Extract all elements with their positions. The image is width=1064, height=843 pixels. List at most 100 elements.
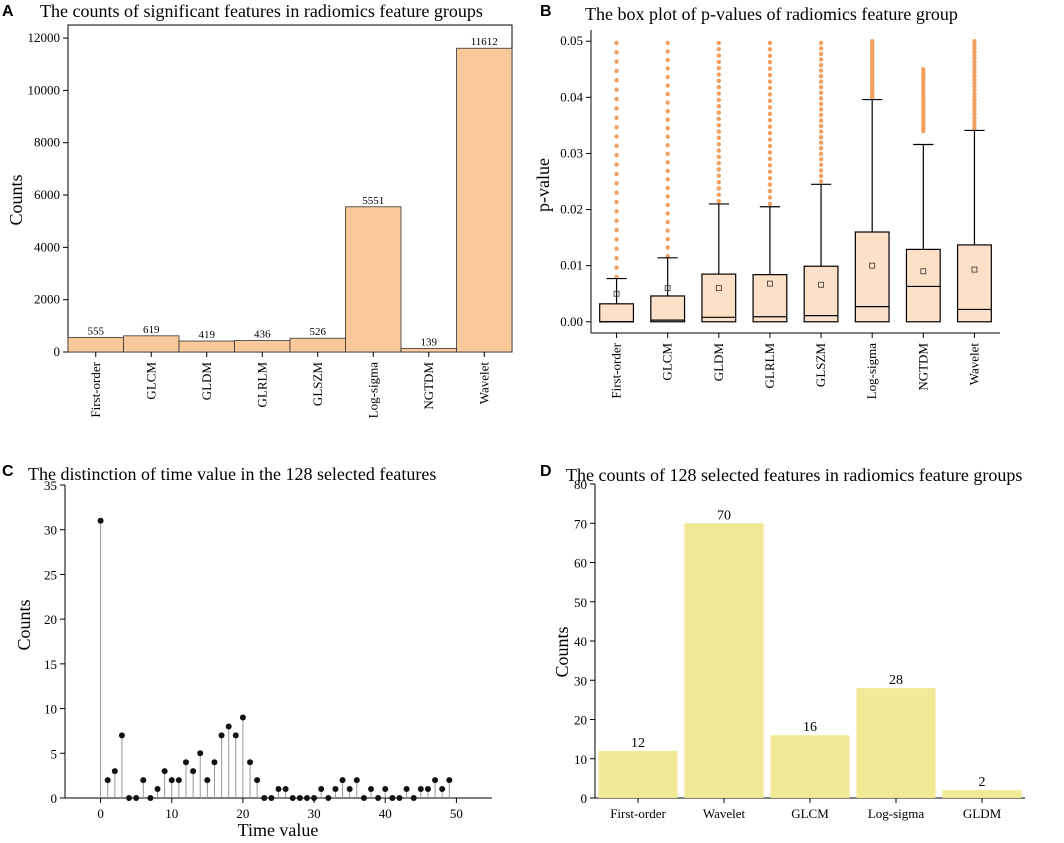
- chart-b-outlier: [818, 46, 824, 51]
- chart-d-bar: [684, 523, 764, 798]
- chart-d-data-label: 12: [631, 736, 645, 751]
- chart-b-box: [599, 303, 635, 323]
- chart-b-mean: [971, 266, 978, 273]
- chart-b-mean: [869, 262, 876, 269]
- chart-d-ytick-label: 0: [581, 791, 588, 806]
- chart-b-outlier: [665, 211, 670, 216]
- panel-c: C The distinction of time value in the 1…: [2, 463, 492, 840]
- chart-a-ytick-label: 2000: [34, 292, 60, 307]
- chart-c-point: [268, 795, 275, 801]
- chart-c-point: [254, 777, 261, 784]
- chart-b-ytick-label: 0.05: [560, 33, 583, 48]
- chart-a-data-label: 11612: [471, 36, 498, 48]
- chart-c-ytick-label: 0: [51, 791, 58, 806]
- chart-b-outlier: [972, 52, 977, 58]
- chart-b-mean: [664, 285, 671, 292]
- chart-b-outlier: [818, 134, 824, 140]
- chart-b-outlier: [716, 198, 722, 204]
- chart-c-point: [289, 795, 296, 801]
- chart-b-outlier: [614, 255, 619, 261]
- chart-a-title: The counts of significant features in ra…: [40, 1, 483, 21]
- chart-c-point: [303, 795, 310, 801]
- chart-c-point: [126, 795, 133, 801]
- chart-b-outlier: [767, 105, 773, 110]
- chart-b-outlier: [716, 148, 722, 153]
- chart-b-outlier: [665, 91, 670, 97]
- chart-b-outlier: [665, 100, 670, 105]
- chart-b-outlier: [716, 72, 722, 77]
- chart-c-title: The distinction of time value in the 128…: [28, 464, 436, 484]
- chart-a-xtick-label: Log-sigma: [365, 362, 380, 419]
- chart-a-plot: 0 2000 4000 6000 8000 10000 12000 555 First-orde…: [28, 24, 513, 419]
- chart-a-ytick-label: 8000: [34, 135, 60, 150]
- chart-a-bar: [456, 47, 513, 353]
- panel-letter-c: C: [2, 463, 14, 480]
- chart-b-xtick-label: GLSZM: [813, 343, 828, 388]
- chart-b-box: [701, 273, 737, 323]
- chart-b-outlier: [716, 154, 722, 160]
- chart-c-point: [118, 732, 125, 739]
- chart-b-outlier: [716, 116, 722, 122]
- chart-c-point: [396, 795, 403, 801]
- chart-c-point: [346, 786, 353, 793]
- chart-c-point: [353, 777, 360, 784]
- panel-letter-d: D: [540, 463, 552, 480]
- chart-c-point: [182, 759, 189, 766]
- chart-b-outlier: [614, 68, 619, 74]
- chart-b-outlier: [818, 123, 824, 129]
- chart-b-outlier: [665, 168, 670, 174]
- chart-a-xtick-label: GLDM: [199, 362, 214, 401]
- chart-d-bar: [942, 790, 1022, 798]
- chart-d-ytick-label: 70: [574, 516, 587, 531]
- chart-b-outlier: [972, 56, 977, 61]
- chart-d-ytick-label: 50: [574, 595, 587, 610]
- chart-a-bar: [400, 347, 457, 353]
- chart-b-outlier: [614, 115, 619, 120]
- chart-c-point: [417, 786, 424, 793]
- chart-b-outlier: [972, 94, 977, 100]
- chart-b-outlier: [972, 122, 977, 127]
- chart-b-outlier: [614, 106, 619, 111]
- chart-a-xtick-label: NGTDM: [421, 362, 436, 410]
- chart-b-ytick-label: 0.03: [560, 145, 583, 160]
- chart-c-point: [161, 768, 168, 775]
- chart-c-xtick-label: 30: [308, 806, 321, 821]
- chart-c-point: [218, 732, 225, 739]
- chart-b-outlier: [818, 40, 824, 46]
- chart-b-outlier: [767, 79, 773, 84]
- chart-b-outlier: [818, 90, 824, 95]
- chart-b-outlier: [767, 137, 773, 142]
- chart-b-outlier: [972, 112, 977, 117]
- chart-b-outlier: [972, 119, 977, 124]
- chart-b-outlier: [614, 50, 619, 55]
- chart-b-outlier: [767, 169, 773, 174]
- chart-b-outlier: [972, 101, 977, 107]
- panel-letter-b: B: [540, 3, 552, 20]
- chart-b-outlier: [767, 92, 773, 97]
- chart-b-outlier: [665, 83, 670, 88]
- chart-b-outlier: [972, 108, 977, 114]
- chart-b-outlier: [614, 246, 619, 252]
- chart-a-xtick-label: First-order: [88, 361, 103, 417]
- chart-b-box: [956, 244, 992, 323]
- chart-a-ytick-label: 12000: [28, 30, 61, 45]
- chart-b-mean: [920, 268, 927, 275]
- chart-b-xtick-label: Wavelet: [966, 343, 981, 386]
- chart-c-xtick-label: 40: [379, 806, 392, 821]
- chart-d-ytick-label: 60: [574, 556, 587, 571]
- chart-a-bar: [234, 340, 291, 353]
- chart-c-point: [311, 795, 318, 801]
- chart-c-xtick-label: 50: [450, 806, 463, 821]
- chart-b-outlier: [972, 49, 977, 54]
- chart-d-data-label: 70: [717, 508, 731, 523]
- chart-b-outlier: [818, 118, 824, 123]
- chart-b-outlier: [665, 49, 670, 54]
- chart-b-outlier: [614, 78, 619, 83]
- chart-b-outlier: [972, 84, 977, 89]
- chart-b-mean: [613, 290, 620, 297]
- chart-b-outlier: [767, 66, 773, 71]
- chart-d-title: The counts of 128 selected features in r…: [566, 465, 1022, 485]
- chart-b-outlier: [767, 150, 773, 155]
- chart-b-outlier: [767, 111, 773, 116]
